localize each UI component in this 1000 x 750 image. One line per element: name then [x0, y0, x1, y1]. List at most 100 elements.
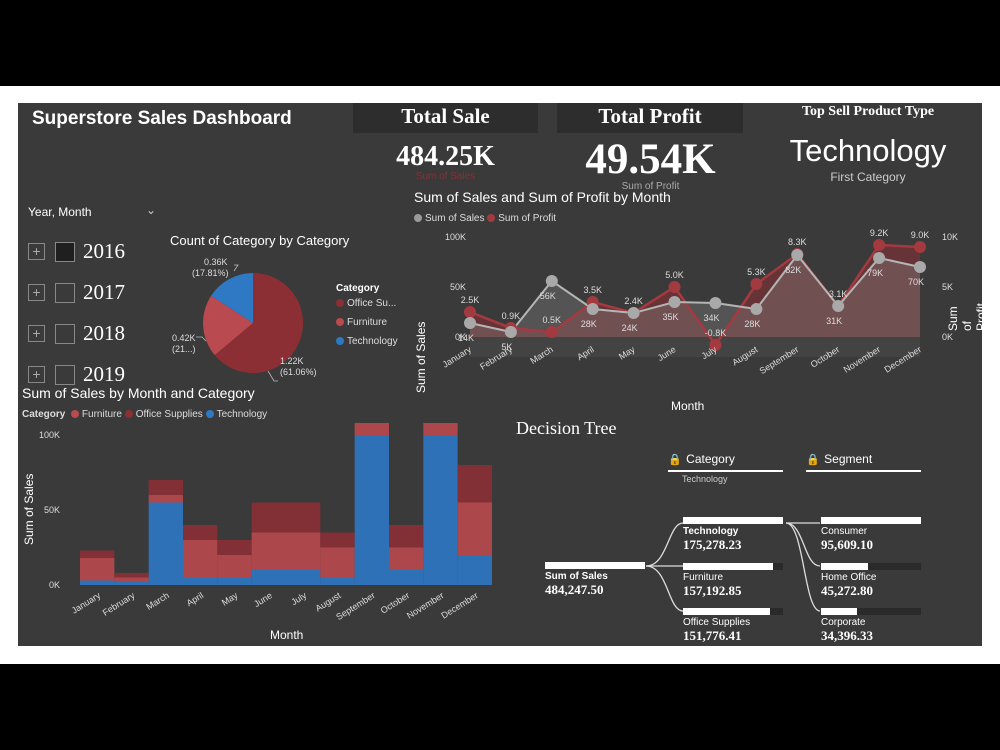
line-chart-ylabel-right: Sum of Profit — [946, 302, 982, 331]
tree-node-consumer[interactable]: Consumer 95,609.10 — [821, 517, 921, 553]
slicer-item-2019[interactable]: + 2019 — [28, 354, 125, 395]
pie-legend-item-technology[interactable]: Technology — [336, 336, 398, 347]
y-tick: 0K — [49, 580, 60, 590]
tree-node-value: 175,278.23 — [683, 537, 742, 552]
sales-data-label: 31K — [826, 316, 842, 326]
tree-node-office-supplies[interactable]: Office Supplies 151,776.41 — [683, 608, 783, 644]
slicer-year-label: 2016 — [83, 239, 125, 263]
tree-level-category-filter: Technology — [682, 474, 728, 484]
expand-plus-icon[interactable]: + — [28, 243, 45, 260]
legend-item-technology[interactable]: Technology — [205, 409, 267, 420]
sales-point — [791, 249, 804, 261]
slicer-checkbox[interactable] — [55, 282, 75, 303]
slicer-checkbox[interactable] — [55, 241, 75, 262]
tree-node-label: Sum of Sales — [545, 571, 608, 582]
area-segment-office-supplies — [457, 465, 492, 503]
legend-dot-icon — [414, 214, 422, 223]
area-segment-technology — [80, 580, 115, 585]
profit-data-label: 0.5K — [543, 315, 562, 325]
slicer-dropdown-chevron-icon[interactable]: ⌄ — [146, 203, 157, 217]
tree-node-furniture[interactable]: Furniture 157,192.85 — [683, 563, 783, 599]
tree-node-bar — [821, 517, 921, 524]
profit-point — [750, 278, 763, 290]
area-segment-furniture — [423, 423, 458, 435]
tree-level-segment-header[interactable]: 🔒 Segment — [806, 450, 921, 472]
slicer-list: + 2016 + 2017 + 2018 + 2019 — [28, 231, 125, 395]
slicer-checkbox[interactable] — [55, 364, 75, 385]
line-chart-title: Sum of Sales and Sum of Profit by Month — [414, 189, 671, 205]
legend-item-furniture[interactable]: Furniture — [70, 409, 122, 420]
legend-dot-icon — [205, 410, 214, 419]
top-product-value: Technology — [789, 133, 947, 168]
top-product-caption: First Category — [830, 170, 906, 184]
sales-data-label: 70K — [908, 277, 924, 287]
tree-node-bar — [683, 608, 783, 615]
tree-node-value: 157,192.85 — [683, 583, 742, 598]
pie-label-technology: 0.36K — [204, 257, 228, 267]
area-segment-office-supplies — [251, 502, 286, 533]
y-tick-right: 10K — [942, 232, 958, 242]
sales-data-label: 28K — [744, 319, 760, 329]
profit-data-label: 5.0K — [665, 270, 684, 280]
tree-node-corporate[interactable]: Corporate 34,396.33 — [821, 608, 921, 644]
x-tick-label: September — [334, 590, 377, 622]
area-segment-furniture — [114, 577, 149, 582]
expand-plus-icon[interactable]: + — [28, 325, 45, 342]
expand-plus-icon[interactable]: + — [28, 366, 45, 383]
sales-point — [464, 317, 476, 329]
area-segment-office-supplies — [80, 550, 115, 558]
slicer-item-2016[interactable]: + 2016 — [28, 231, 125, 272]
x-tick-label: May — [220, 590, 240, 608]
sales-line — [469, 253, 921, 334]
decision-tree-title: Decision Tree — [516, 418, 617, 438]
slicer-item-2017[interactable]: + 2017 — [28, 272, 125, 313]
sales-point — [586, 303, 599, 315]
area-segment-furniture — [217, 555, 252, 578]
slicer-item-2018[interactable]: + 2018 — [28, 313, 125, 354]
expand-plus-icon[interactable]: + — [28, 284, 45, 301]
slicer-checkbox[interactable] — [55, 323, 75, 344]
y-tick-left: 0K — [455, 332, 466, 342]
area-segment-technology — [389, 570, 424, 585]
line-chart-marks: 0K 50K 100K 0K 5K 10K 2.5K 0.9K 0.5K 3.5K 2.4K 5.0K… — [441, 228, 958, 376]
area-segment-office-supplies — [114, 573, 149, 578]
pie-legend-item-office[interactable]: Office Su... — [336, 298, 396, 309]
tree-node-technology[interactable]: Technology 175,278.23 — [683, 517, 783, 553]
legend-item-office-supplies[interactable]: Office Supplies — [124, 409, 203, 420]
area-segment-technology — [114, 582, 149, 585]
legend-dot-icon — [336, 299, 344, 308]
dashboard-canvas: Superstore Sales Dashboard Total Sale Su… — [18, 103, 982, 646]
profit-data-label: 3.1K — [829, 289, 848, 299]
tree-node-home-office[interactable]: Home Office 45,272.80 — [821, 563, 921, 599]
sales-point — [545, 275, 558, 287]
top-product-header: Top Sell Product Type — [801, 104, 935, 119]
tree-node-value: 151,776.41 — [683, 628, 742, 643]
legend-item-sales[interactable]: Sum of Sales — [414, 213, 484, 224]
area-segment-technology — [457, 555, 492, 585]
x-tick-label: November — [405, 590, 446, 620]
profit-data-label: 9.2K — [870, 228, 889, 238]
area-segment-office-supplies — [320, 532, 355, 548]
legend-item-profit[interactable]: Sum of Profit — [487, 213, 556, 224]
tree-node-label: Home Office — [821, 572, 877, 583]
tree-level-category-header[interactable]: 🔒 Category Technology — [668, 450, 783, 484]
total-sale-caption: Sum of Sales — [415, 171, 476, 182]
total-profit-value: 49.54K — [585, 136, 716, 183]
slicer-year-label: 2019 — [83, 362, 125, 386]
tree-node-label: Technology — [683, 526, 739, 537]
tree-node-label: Corporate — [821, 617, 866, 628]
pie-legend-item-furniture[interactable]: Furniture — [336, 317, 387, 328]
y-tick: 100K — [39, 430, 60, 440]
tree-node-bar — [821, 608, 921, 615]
x-tick-label: June — [252, 590, 274, 609]
tree-node-root[interactable]: Sum of Sales 484,247.50 — [545, 562, 645, 598]
tree-node-label: Furniture — [683, 572, 724, 583]
x-tick-label: July — [289, 590, 308, 607]
area-chart-legend: Category Furniture Office Supplies Techn… — [22, 409, 267, 420]
x-tick-label: April — [185, 590, 206, 608]
profit-data-label: 8.3K — [788, 237, 807, 247]
tree-node-label: Office Supplies — [683, 617, 751, 628]
sales-data-label: 79K — [867, 268, 883, 278]
pie-slice-technology — [211, 273, 253, 323]
